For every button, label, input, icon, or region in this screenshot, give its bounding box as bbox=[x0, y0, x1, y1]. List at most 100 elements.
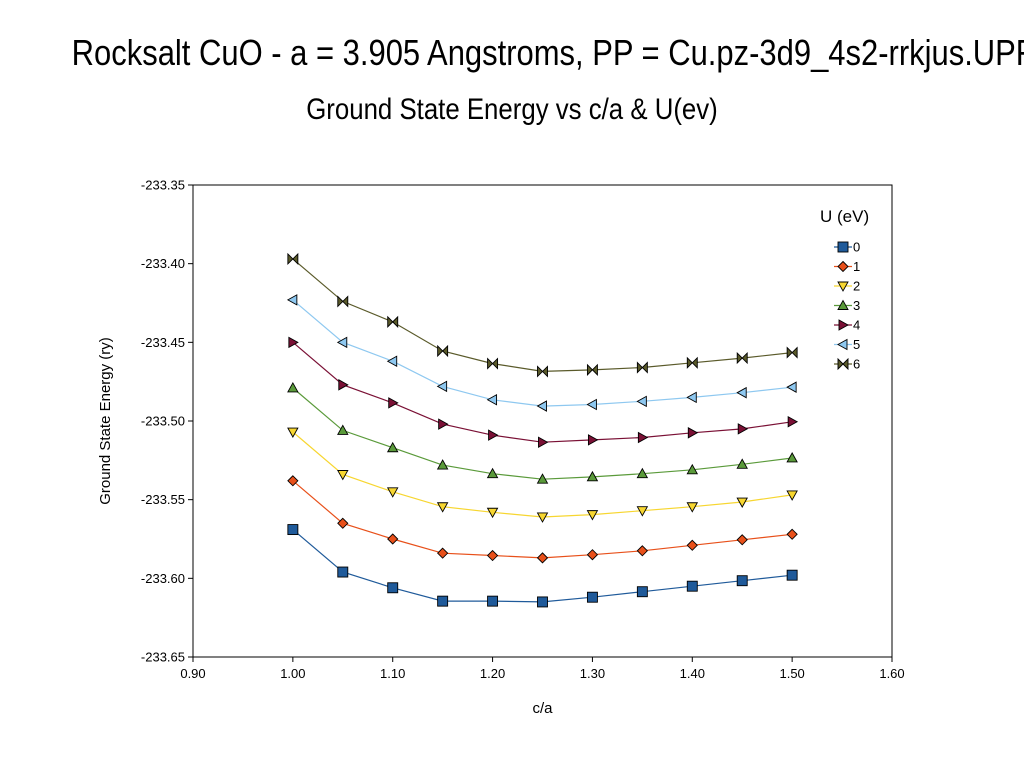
data-point bbox=[537, 596, 548, 608]
x-tick-label: 0.90 bbox=[180, 666, 205, 681]
x-tick-label: 1.10 bbox=[380, 666, 405, 681]
y-tick-label: -233.45 bbox=[141, 335, 185, 350]
series-2 bbox=[287, 427, 798, 523]
series-3 bbox=[287, 382, 798, 484]
data-point bbox=[436, 380, 448, 393]
series-line bbox=[292, 341, 793, 443]
data-point bbox=[386, 487, 399, 498]
data-point bbox=[487, 357, 499, 370]
data-point bbox=[686, 539, 698, 551]
series-1 bbox=[287, 475, 798, 564]
data-point bbox=[386, 441, 399, 453]
data-point bbox=[486, 393, 498, 406]
data-point bbox=[486, 467, 499, 479]
data-point bbox=[287, 427, 299, 438]
data-point bbox=[337, 470, 349, 481]
data-point bbox=[486, 507, 499, 519]
data-point bbox=[287, 252, 299, 266]
legend-swatch-marker bbox=[838, 319, 849, 331]
data-point bbox=[586, 591, 598, 603]
data-point bbox=[536, 473, 549, 484]
data-point bbox=[387, 533, 399, 545]
data-point bbox=[536, 512, 549, 523]
legend-item: 5 bbox=[834, 337, 860, 352]
data-point bbox=[586, 470, 599, 482]
legend-item: 3 bbox=[834, 298, 860, 313]
legend-label: 5 bbox=[853, 337, 860, 352]
data-point bbox=[686, 463, 699, 475]
legend-label: 4 bbox=[853, 318, 860, 333]
legend-label: 3 bbox=[853, 298, 860, 313]
data-point bbox=[737, 423, 749, 435]
data-point bbox=[787, 416, 799, 428]
legend-swatch-marker bbox=[837, 299, 849, 310]
data-point bbox=[538, 436, 549, 449]
data-point bbox=[287, 524, 299, 536]
data-point bbox=[336, 336, 348, 349]
legend-label: 0 bbox=[853, 240, 860, 255]
data-point bbox=[736, 458, 748, 469]
data-point bbox=[786, 569, 798, 581]
data-point bbox=[586, 398, 597, 411]
chart-title: Rocksalt CuO - a = 3.905 Angstroms, PP =… bbox=[71, 32, 1024, 73]
data-point bbox=[786, 381, 797, 393]
legend-label: 2 bbox=[853, 279, 860, 294]
legend-swatch-marker bbox=[837, 281, 849, 292]
y-tick-label: -233.60 bbox=[141, 571, 185, 586]
data-point bbox=[587, 434, 599, 446]
data-point bbox=[736, 386, 747, 399]
x-tick-label: 1.40 bbox=[680, 666, 705, 681]
data-point bbox=[337, 295, 349, 308]
legend-swatch-marker bbox=[837, 241, 849, 253]
data-point bbox=[388, 397, 399, 409]
data-point bbox=[687, 427, 699, 439]
x-axis-label: c/a bbox=[532, 700, 553, 717]
legend-label: 1 bbox=[853, 259, 860, 274]
data-point bbox=[437, 344, 449, 358]
y-tick-label: -233.55 bbox=[141, 492, 185, 507]
data-point bbox=[436, 502, 449, 513]
series-line bbox=[292, 299, 793, 407]
data-point bbox=[536, 400, 547, 412]
data-point bbox=[387, 315, 399, 328]
data-point bbox=[287, 475, 299, 487]
data-point bbox=[736, 497, 748, 508]
data-point bbox=[736, 351, 748, 365]
data-point bbox=[686, 502, 699, 513]
series-4 bbox=[288, 336, 799, 449]
data-point bbox=[736, 575, 748, 587]
x-tick-label: 1.60 bbox=[879, 666, 904, 681]
chart-subtitle: Ground State Energy vs c/a & U(ev) bbox=[306, 93, 718, 126]
series-line bbox=[292, 529, 793, 603]
legend-item: 6 bbox=[834, 357, 860, 372]
data-point bbox=[686, 356, 698, 369]
data-point bbox=[636, 586, 648, 598]
y-tick-label: -233.50 bbox=[141, 414, 185, 429]
data-point bbox=[636, 506, 649, 517]
series-5 bbox=[286, 294, 797, 412]
data-point bbox=[337, 517, 349, 529]
data-point bbox=[636, 545, 648, 557]
legend-label: 6 bbox=[853, 357, 860, 372]
data-point bbox=[337, 566, 349, 578]
y-tick-label: -233.65 bbox=[141, 650, 185, 665]
data-point bbox=[286, 294, 298, 306]
data-point bbox=[337, 424, 349, 435]
data-point bbox=[536, 552, 549, 564]
legend-title: U (eV) bbox=[820, 207, 869, 226]
x-tick-label: 1.30 bbox=[580, 666, 605, 681]
data-point bbox=[636, 361, 648, 374]
data-point bbox=[287, 382, 299, 393]
series-6 bbox=[287, 252, 798, 378]
y-axis-label: Ground State Energy (ry) bbox=[97, 337, 114, 505]
data-point bbox=[786, 490, 798, 501]
legend-swatch-marker bbox=[837, 338, 848, 351]
data-point bbox=[636, 467, 649, 479]
data-point bbox=[786, 452, 798, 463]
x-tick-label: 1.50 bbox=[779, 666, 804, 681]
x-tick-label: 1.20 bbox=[480, 666, 505, 681]
data-point bbox=[637, 431, 649, 444]
data-point bbox=[736, 534, 748, 546]
data-point bbox=[436, 459, 449, 470]
